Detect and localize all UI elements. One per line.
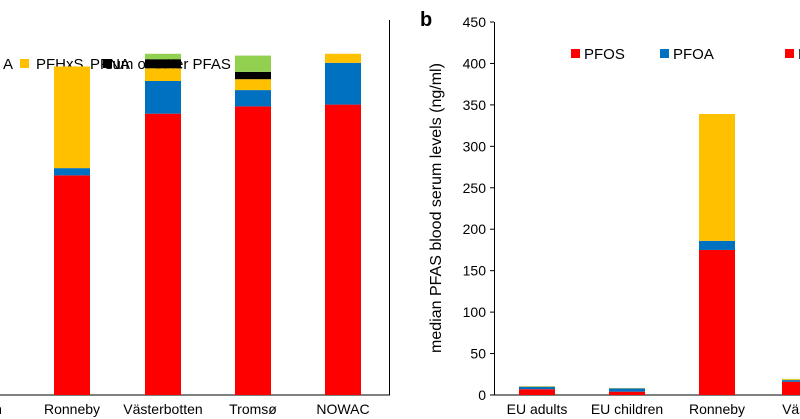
panel-a-x-tick-label: Ronneby <box>44 401 100 417</box>
panel-b-legend-swatch <box>571 49 580 58</box>
panel-b-x-tick-label: Ronneby <box>689 401 745 417</box>
panel-b-y-tick-label: 50 <box>470 346 486 362</box>
panel-b-legend-label: PFOA <box>673 46 714 63</box>
panel-b-bar-v-ste-pfhxs <box>782 379 800 381</box>
panel-a-x-ticks: n Ronneby Västerbotten Tromsø NOWAC <box>0 401 370 417</box>
panel-a-bar-ronneby-pfoa <box>54 168 90 176</box>
panel-b-y-ticks: 0 50 100 150 200 250 300 350 400 450 <box>463 14 494 403</box>
panel-b-x-tick-label: EU children <box>591 401 663 417</box>
panel-b-label: b <box>420 9 432 31</box>
panel-b-x-tick-label: Väste <box>782 401 800 417</box>
panel-a-bar-ronneby-pfhxs <box>54 66 90 169</box>
panel-b-bar-eu-adults-pfos <box>519 389 555 395</box>
panel-b-y-axis-title: median PFAS blood serum levels (ng/ml) <box>428 63 445 353</box>
panel-a-legend-swatch <box>103 59 112 68</box>
panel-a-x-tick-label: Västerbotten <box>123 401 202 417</box>
panel-a-bar-troms-pfoa <box>235 90 271 107</box>
panel-b-bar-eu-children-pfoa <box>609 388 645 392</box>
panel-a-bar-troms-pfna <box>235 71 271 80</box>
panel-b-bar-v-ste-pfos <box>782 381 800 395</box>
panel-b-y-tick-label: 100 <box>463 304 487 320</box>
panel-a-bar-nowac-pfhxs <box>325 53 361 63</box>
panel-a-legend-label: A <box>3 56 13 73</box>
panel-b-x-ticks: EU adults EU children Ronneby Väste <box>507 401 800 417</box>
panel-a-bar-v-sterbotten-pfoa <box>145 81 181 114</box>
panel-b-y-tick-label: 350 <box>463 97 487 113</box>
panel-b-bar-eu-adults-pfoa <box>519 386 555 390</box>
panel-b-y-tick-label: 250 <box>463 180 487 196</box>
panel-b-y-tick-label: 150 <box>463 263 487 279</box>
panel-b-legend-label: PF <box>798 46 800 63</box>
panel-b-bars <box>519 114 800 395</box>
panel-b-y-tick-label: 400 <box>463 55 487 71</box>
panel-b-y-tick-label: 200 <box>463 221 487 237</box>
panel-a-x-tick-label: NOWAC <box>316 401 369 417</box>
panel-b-legend-label: PFOS <box>584 46 625 63</box>
panel-b-bar-v-ste-pfoa <box>782 380 800 382</box>
panel-a-bar-v-sterbotten-pfos <box>145 113 181 396</box>
panel-a-bar-troms-sum-of-other-pfas <box>235 55 271 72</box>
panel-a-bar-troms-pfos <box>235 106 271 395</box>
panel-a-bar-nowac-pfos <box>325 104 361 395</box>
panel-b-legend-swatch <box>785 49 794 58</box>
panel-b-x-tick-label: EU adults <box>507 401 568 417</box>
panel-a-x-tick-label: Tromsø <box>229 401 277 417</box>
panel-a-legend-label: PFNA <box>90 56 130 73</box>
panel-b-bar-eu-children-pfos <box>609 391 645 395</box>
panel-b-legend: PFOS PFOA PF <box>571 46 800 63</box>
panel-a-bar-ronneby-pfos <box>54 175 90 395</box>
panel-b: b median PFAS blood serum levels (ng/ml)… <box>420 9 800 417</box>
panel-a-bar-troms-pfhxs <box>235 79 271 91</box>
panel-b-bar-ronneby-pfos <box>699 249 735 395</box>
panel-a-bar-nowac-pfoa <box>325 62 361 105</box>
panel-a-bars <box>54 53 361 396</box>
panel-a-bar-v-sterbotten-pfna <box>145 59 181 69</box>
panel-a-legend-swatch <box>20 59 29 68</box>
panel-b-y-tick-label: 450 <box>463 14 487 30</box>
panel-b-y-tick-label: 300 <box>463 138 487 154</box>
panel-b-y-tick-label: 0 <box>478 387 486 403</box>
panel-a-x-tick-label: n <box>0 401 2 417</box>
panel-a-bar-v-sterbotten-sum-of-other-pfas <box>145 53 181 60</box>
panel-b-bar-ronneby-pfoa <box>699 240 735 250</box>
panel-a-bar-v-sterbotten-pfhxs <box>145 68 181 82</box>
panel-b-legend-swatch <box>660 49 669 58</box>
panel-b-bar-ronneby-pfhxs <box>699 114 735 241</box>
